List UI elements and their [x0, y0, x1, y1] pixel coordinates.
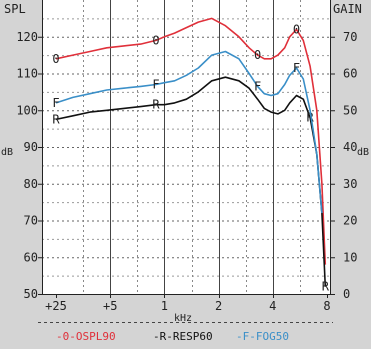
legend-ospl90: -0-OSPL90 — [56, 330, 116, 343]
right-tick-label: 60 — [343, 67, 357, 81]
axis-labels: +25 +5 1 2 4 8 50 60 70 80 90 100 110 120 0 10 20 30 40 50 6… — [1, 2, 369, 324]
series-line-1 — [55, 76, 327, 287]
x-tick-label: 4 — [269, 299, 276, 313]
left-tick-label: 110 — [16, 67, 38, 81]
series-marker: 0 — [254, 48, 261, 62]
left-tick-label: 100 — [16, 103, 38, 117]
x-tick-label: 1 — [161, 299, 168, 313]
series-line-0 — [55, 17, 327, 265]
right-tick-label: 20 — [343, 214, 357, 228]
x-tick-label: 2 — [215, 299, 222, 313]
right-tick-label: 10 — [343, 250, 357, 264]
series-marker: F — [254, 79, 261, 93]
right-tick-label: 0 — [343, 287, 350, 301]
x-tick-label: +25 — [45, 299, 67, 313]
series-marker: 0 — [52, 52, 59, 66]
series-marker: F — [52, 96, 59, 110]
series-marker: F — [293, 61, 300, 75]
right-tick-label: 40 — [343, 140, 357, 154]
left-tick-label: 120 — [16, 30, 38, 44]
series-marker: 0 — [152, 33, 159, 47]
x-tick-label: 8 — [323, 299, 330, 313]
legend-resp60: -R-RESP60 — [153, 330, 213, 343]
series-line-2 — [55, 50, 323, 214]
left-tick-label: 70 — [24, 214, 38, 228]
series-marker: R — [152, 98, 160, 112]
series-marker: 0 — [293, 22, 300, 36]
left-tick-label: 90 — [24, 140, 38, 154]
x-unit-label: kHz — [174, 313, 192, 324]
series-marker: R — [52, 112, 60, 126]
axes — [38, 0, 335, 298]
right-axis-title: GAIN — [333, 2, 362, 16]
left-unit-label: dB — [1, 147, 13, 158]
right-tick-label: 30 — [343, 177, 357, 191]
right-tick-label: 50 — [343, 103, 357, 117]
left-tick-label: 50 — [24, 287, 38, 301]
right-unit-label: dB — [357, 147, 369, 158]
right-tick-label: 70 — [343, 30, 357, 44]
left-axis-title: SPL — [4, 2, 26, 16]
left-tick-label: 80 — [24, 177, 38, 191]
legend-fog50: -F-FOG50 — [236, 330, 289, 343]
series-marker: F — [152, 78, 159, 92]
series-marker: R — [322, 280, 330, 294]
left-tick-label: 60 — [24, 250, 38, 264]
x-tick-label: +5 — [103, 299, 117, 313]
